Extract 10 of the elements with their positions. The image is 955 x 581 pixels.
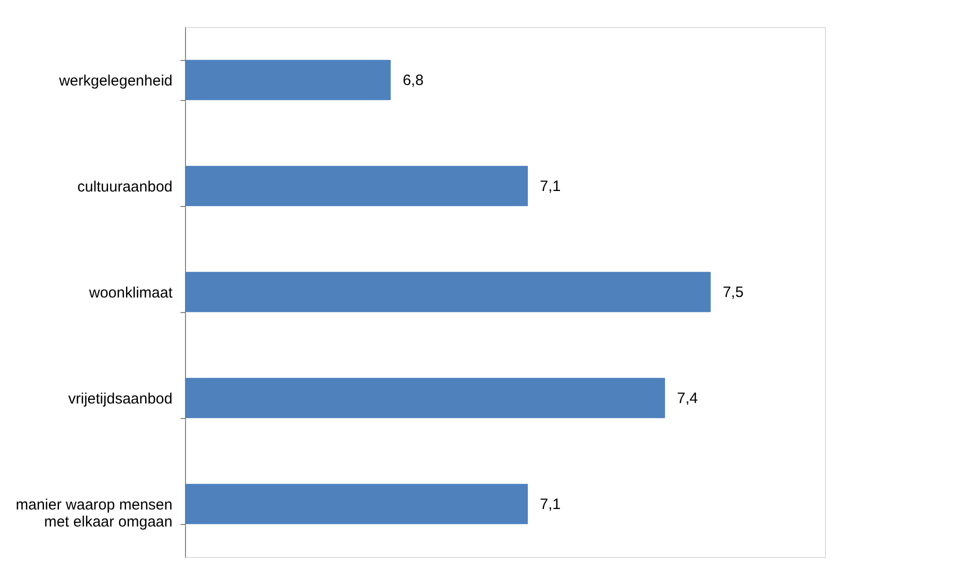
data-label: 7,1 [540, 178, 561, 195]
y-tick-label: cultuuraanbod [77, 178, 172, 196]
data-label: 6,8 [402, 72, 424, 89]
y-tick-label: manier waarop mensen met elkaar omgaan [16, 496, 172, 530]
data-label: 7,5 [722, 284, 744, 301]
y-tick-label: vrijetijdsaanbod [68, 390, 172, 408]
y-tick-label: werkgelegenheid [58, 72, 172, 90]
y-tick-label: woonklimaat [88, 284, 174, 302]
data-label: 7,4 [677, 390, 698, 407]
data-label: 7,1 [540, 496, 561, 513]
